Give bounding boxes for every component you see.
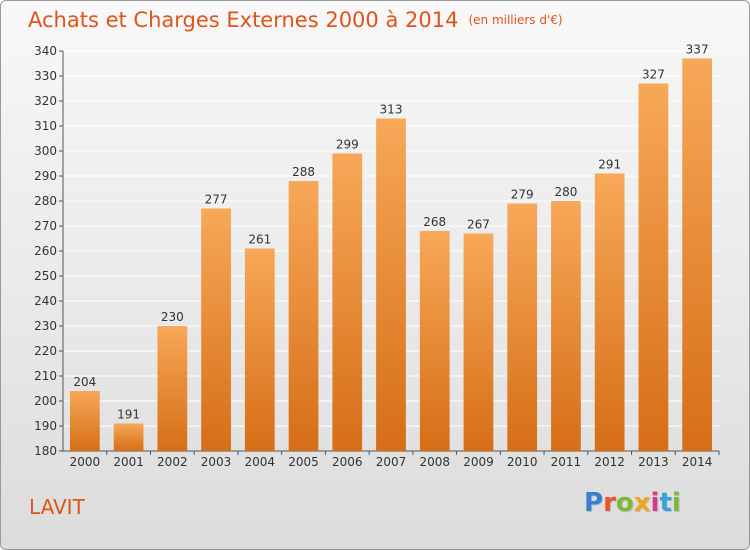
bar-2001 [113,423,144,451]
proxiti-logo: Proxiti [584,488,681,518]
x-tick-label-2012: 2012 [594,455,625,469]
x-tick-label-2011: 2011 [551,455,582,469]
bar-2011 [551,201,581,451]
y-tick-label: 310 [34,119,57,133]
x-tick-label-2002: 2002 [157,455,188,469]
bar-2010 [507,203,538,451]
value-label-2002: 230 [161,310,184,324]
value-label-2008: 268 [423,215,446,229]
bar-2014 [682,58,713,451]
y-tick-label: 250 [34,269,57,283]
value-label-2010: 279 [511,188,534,202]
y-tick-label: 240 [34,294,57,308]
y-tick-label: 200 [34,394,57,408]
y-tick-label: 190 [34,419,57,433]
chart-title-text: Achats et Charges Externes 2000 à 2014 [28,8,459,32]
logo-letter: r [603,488,616,518]
x-tick-label-2006: 2006 [332,455,363,469]
y-tick-label: 210 [34,369,57,383]
y-tick-label: 280 [34,194,57,208]
value-label-2011: 280 [554,185,577,199]
x-tick-label-2007: 2007 [376,455,407,469]
x-tick-label-2014: 2014 [682,455,713,469]
value-label-2001: 191 [117,408,140,422]
value-labels: 204 191 230 277 261 288 299 313 268 267 279 280 291 3… [73,43,708,422]
x-tick-label-2013: 2013 [638,455,669,469]
chart-title: Achats et Charges Externes 2000 à 2014 (e… [28,8,563,32]
chart-subtitle: (en milliers d'€) [468,13,563,27]
bar-2007 [376,118,406,451]
x-tick-label-2000: 2000 [70,455,101,469]
bar-2002 [157,326,188,451]
y-tick-label: 290 [34,169,57,183]
y-tick-label: 270 [34,219,57,233]
value-label-2014: 337 [686,43,709,57]
bar-2012 [594,173,625,451]
logo-letter: t [659,488,672,518]
logo-letter: P [584,488,604,518]
x-tick-label-2010: 2010 [507,455,538,469]
y-tick-label: 220 [34,344,57,358]
x-tick-label-2004: 2004 [245,455,276,469]
value-label-2007: 313 [380,103,403,117]
x-tick-label-2001: 2001 [113,455,144,469]
value-label-2009: 267 [467,218,490,232]
y-tick-label: 330 [34,69,57,83]
y-tick-label: 320 [34,94,57,108]
bars [69,58,713,451]
bar-2009 [463,233,494,451]
value-label-2003: 277 [205,193,228,207]
x-tick-label-2005: 2005 [288,455,319,469]
y-tick-label: 340 [34,44,57,58]
value-label-2000: 204 [73,375,96,389]
value-label-2004: 261 [248,233,271,247]
value-label-2006: 299 [336,138,359,152]
bar-2000 [69,391,100,451]
value-label-2005: 288 [292,165,315,179]
bar-2013 [638,83,669,451]
logo-letter: x [633,488,651,518]
bar-2004 [244,248,275,451]
logo-letter: o [615,488,634,518]
place-name: LAVIT [29,495,85,519]
y-tick-label: 260 [34,244,57,258]
x-tick-label-2008: 2008 [419,455,450,469]
y-tick-label: 180 [34,444,57,458]
logo-letter: i [650,488,660,518]
x-tick-label-2009: 2009 [463,455,494,469]
value-label-2012: 291 [598,158,621,172]
value-label-2013: 327 [642,68,665,82]
y-tick-label: 300 [34,144,57,158]
y-tick-label: 230 [34,319,57,333]
logo-letter: i [671,488,681,518]
bar-2008 [419,231,450,451]
bar-2005 [288,181,319,451]
x-tick-label-2003: 2003 [201,455,232,469]
bar-2003 [201,208,231,451]
bar-2006 [332,153,363,451]
